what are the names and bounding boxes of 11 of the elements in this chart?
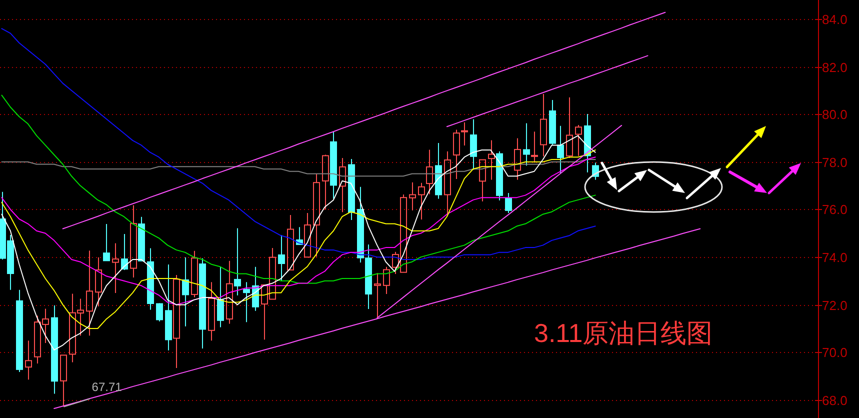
y-tick-label: 74.0: [822, 250, 848, 265]
y-tick-label: 72.0: [822, 298, 848, 313]
y-tick-label: 82.0: [822, 60, 848, 75]
y-tick-label: 76.0: [822, 202, 848, 217]
y-tick-label: 80.0: [822, 107, 848, 122]
y-tick-label: 78.0: [822, 155, 848, 170]
y-tick-label: 70.0: [822, 345, 848, 360]
annotation: 67.71: [92, 380, 122, 394]
y-tick-label: 68.0: [822, 393, 848, 408]
text: 3.11原油日线图: [534, 318, 713, 348]
y-tick-label: 84.0: [822, 12, 848, 27]
